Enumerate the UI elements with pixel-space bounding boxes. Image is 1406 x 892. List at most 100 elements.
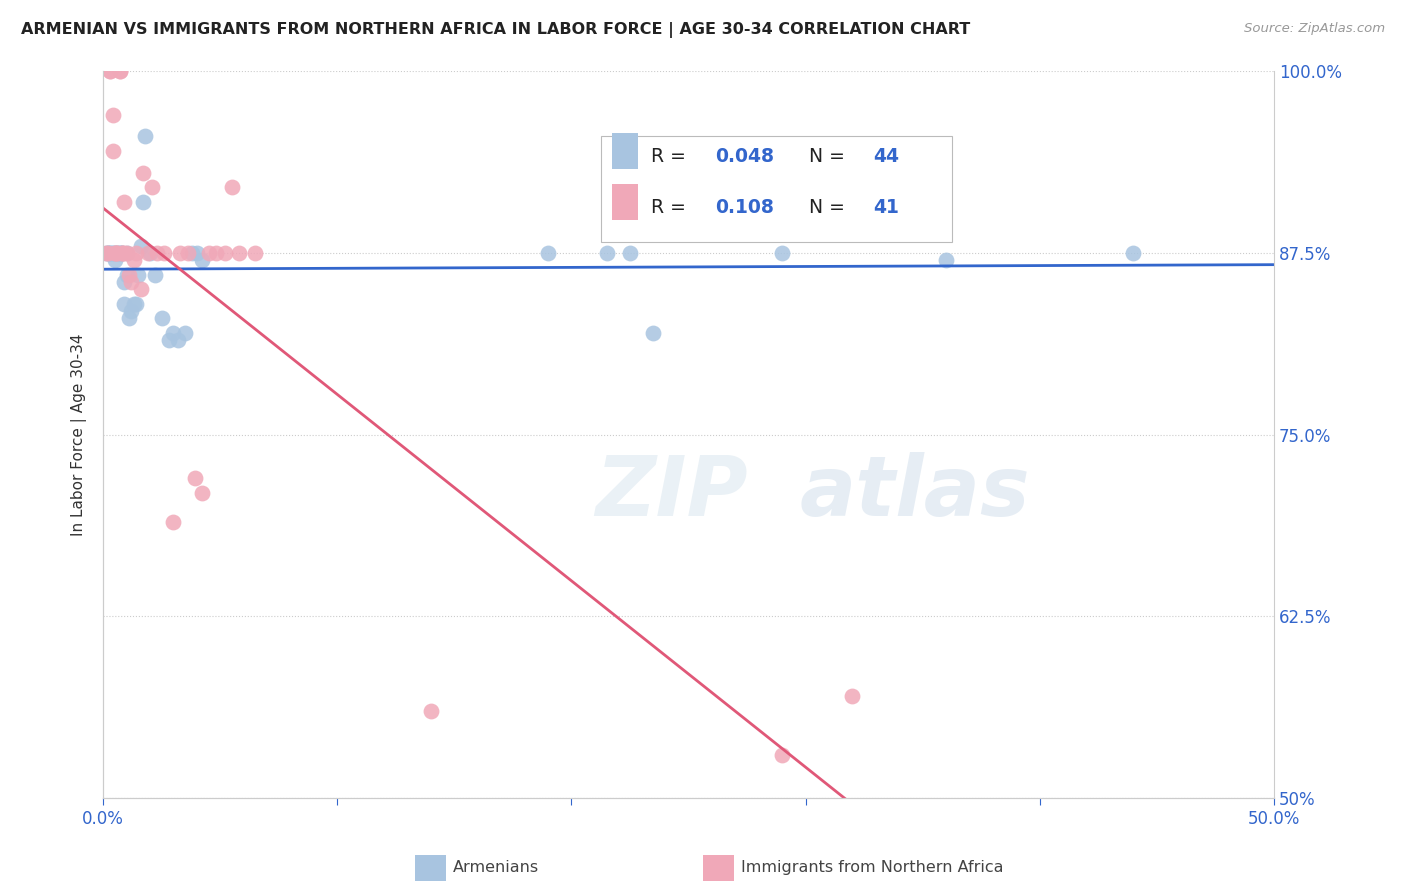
Point xyxy=(101,144,124,158)
Point xyxy=(643,326,665,340)
Point xyxy=(111,245,134,260)
Text: 0.048: 0.048 xyxy=(716,147,775,167)
Point xyxy=(420,704,443,718)
Point xyxy=(101,245,124,260)
Point xyxy=(122,296,145,310)
FancyBboxPatch shape xyxy=(613,133,638,169)
FancyBboxPatch shape xyxy=(613,184,638,220)
Point xyxy=(245,245,267,260)
Point xyxy=(935,253,957,268)
Point xyxy=(108,64,131,78)
Point xyxy=(134,129,156,144)
Point xyxy=(190,485,212,500)
Point xyxy=(146,245,169,260)
Point xyxy=(190,253,212,268)
Point xyxy=(162,515,184,529)
Text: N =: N = xyxy=(810,198,851,218)
Point xyxy=(94,245,117,260)
Point xyxy=(105,245,128,260)
Point xyxy=(186,245,208,260)
Point xyxy=(108,245,131,260)
Point xyxy=(97,245,120,260)
Text: Armenians: Armenians xyxy=(453,861,538,875)
Text: R =: R = xyxy=(651,147,692,167)
Point xyxy=(108,245,131,260)
Point xyxy=(176,245,198,260)
Point xyxy=(104,245,127,260)
Point xyxy=(101,108,124,122)
Text: ZIP: ZIP xyxy=(595,452,748,533)
Point xyxy=(118,268,141,282)
Point xyxy=(112,296,135,310)
Point xyxy=(112,245,135,260)
Point xyxy=(595,245,617,260)
Point xyxy=(1122,245,1144,260)
Point xyxy=(104,245,127,260)
Point xyxy=(108,64,131,78)
Point xyxy=(104,245,127,260)
Point xyxy=(94,245,117,260)
Point xyxy=(111,245,134,260)
Point xyxy=(112,275,135,289)
Point xyxy=(111,245,134,260)
Point xyxy=(129,282,152,296)
Point xyxy=(115,245,138,260)
Point xyxy=(169,245,191,260)
Point xyxy=(105,245,128,260)
Point xyxy=(115,268,138,282)
Text: N =: N = xyxy=(810,147,851,167)
Point xyxy=(183,471,205,485)
Point xyxy=(129,238,152,252)
Text: 44: 44 xyxy=(873,147,900,167)
Point xyxy=(98,64,121,78)
Point xyxy=(104,253,127,268)
Point xyxy=(98,64,121,78)
Point xyxy=(221,180,243,194)
FancyBboxPatch shape xyxy=(600,136,952,242)
Point xyxy=(115,245,138,260)
Text: atlas: atlas xyxy=(800,452,1031,533)
Point xyxy=(770,245,793,260)
Point xyxy=(127,268,149,282)
Text: 0.108: 0.108 xyxy=(716,198,775,218)
Point xyxy=(167,333,190,347)
Text: ARMENIAN VS IMMIGRANTS FROM NORTHERN AFRICA IN LABOR FORCE | AGE 30-34 CORRELATI: ARMENIAN VS IMMIGRANTS FROM NORTHERN AFR… xyxy=(21,22,970,38)
Point xyxy=(112,194,135,209)
Point xyxy=(105,245,128,260)
Point xyxy=(120,275,142,289)
Point xyxy=(143,268,166,282)
Point xyxy=(132,194,155,209)
Point xyxy=(153,245,176,260)
Point xyxy=(125,245,148,260)
Point xyxy=(101,245,124,260)
Point xyxy=(619,245,641,260)
Point xyxy=(111,245,134,260)
Point xyxy=(125,296,148,310)
Point xyxy=(228,245,250,260)
Point xyxy=(136,245,159,260)
Y-axis label: In Labor Force | Age 30-34: In Labor Force | Age 30-34 xyxy=(72,334,87,536)
Point xyxy=(174,326,197,340)
Point xyxy=(98,245,121,260)
Point xyxy=(204,245,226,260)
Text: 41: 41 xyxy=(873,198,900,218)
Point xyxy=(120,304,142,318)
Point xyxy=(141,180,163,194)
Point xyxy=(132,166,155,180)
Point xyxy=(98,245,121,260)
Point xyxy=(118,311,141,326)
Point xyxy=(214,245,236,260)
Point xyxy=(770,747,793,762)
Point xyxy=(157,333,180,347)
Point xyxy=(537,245,560,260)
Point xyxy=(97,245,120,260)
Point xyxy=(150,311,173,326)
Point xyxy=(122,253,145,268)
Point xyxy=(97,245,120,260)
Point xyxy=(841,690,863,704)
Point xyxy=(162,326,184,340)
Text: R =: R = xyxy=(651,198,692,218)
Point xyxy=(197,245,219,260)
Text: Immigrants from Northern Africa: Immigrants from Northern Africa xyxy=(741,861,1004,875)
Point xyxy=(139,245,162,260)
